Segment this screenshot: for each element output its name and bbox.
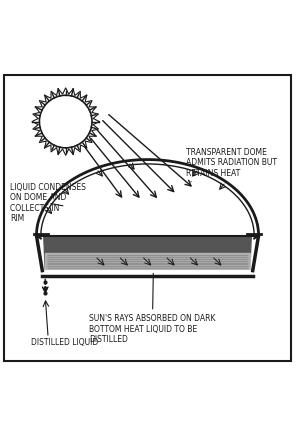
Polygon shape (45, 253, 250, 269)
Text: LIQUID CONDENSES
ON DOME AND
COLLECTS IN
RIM: LIQUID CONDENSES ON DOME AND COLLECTS IN… (10, 183, 86, 223)
Text: TRANSPARENT DOME
ADMITS RADIATION BUT
RETAINS HEAT: TRANSPARENT DOME ADMITS RADIATION BUT RE… (185, 148, 277, 182)
FancyBboxPatch shape (4, 75, 291, 361)
Text: SUN'S RAYS ABSORBED ON DARK
BOTTOM HEAT LIQUID TO BE
DISTILLED: SUN'S RAYS ABSORBED ON DARK BOTTOM HEAT … (89, 273, 216, 344)
Circle shape (39, 95, 92, 148)
Polygon shape (44, 237, 251, 269)
Text: DISTILLED LIQUID: DISTILLED LIQUID (31, 338, 98, 347)
